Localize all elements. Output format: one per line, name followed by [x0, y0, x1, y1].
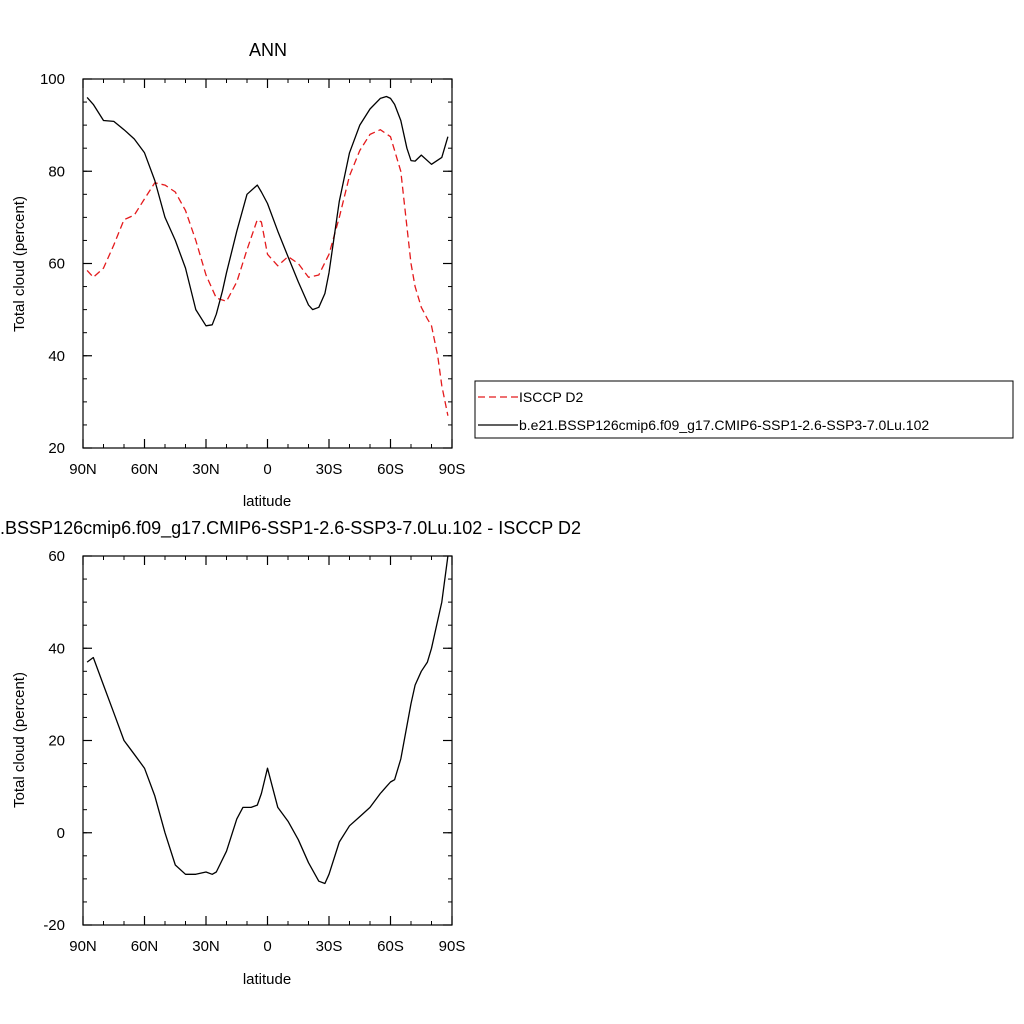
- bottom-series-line-first: [86, 555, 449, 885]
- bottom-plot-frame: [82, 555, 453, 926]
- top-x-tick-label: 90S: [439, 461, 466, 478]
- top-y-axis-label: Total cloud (percent): [11, 196, 28, 332]
- top-y-tick-label: 20: [48, 440, 65, 457]
- top-series-line-first: [86, 129, 449, 416]
- legend-label-model: b.e21.BSSP126cmip6.f09_g17.CMIP6-SSP1-2.…: [519, 417, 929, 433]
- top-y-tick-label: 100: [40, 71, 65, 88]
- bottom-x-axis-label: latitude: [243, 971, 291, 988]
- bottom-y-tick-label: 40: [48, 640, 65, 657]
- bottom-chart-title: b.e21.BSSP126cmip6.f09_g17.CMIP6-SSP1-2.…: [0, 518, 581, 539]
- top-x-tick-label: 30N: [192, 461, 220, 478]
- bottom-series-lines: [86, 555, 449, 885]
- bottom-y-tick-label: -20: [43, 917, 65, 934]
- legend-label-isccp: ISCCP D2: [519, 389, 584, 405]
- bottom-x-tick-label: 60N: [131, 938, 159, 955]
- top-x-axis-label: latitude: [243, 493, 291, 510]
- top-series-lines: [86, 95, 449, 416]
- top-chart-panel: ANN Total cloud (percent) latitude 90N 60…: [11, 40, 465, 510]
- bottom-x-tick-label: 30S: [316, 938, 343, 955]
- bottom-x-tick-label: 90S: [439, 938, 466, 955]
- top-y-tick-label: 60: [48, 256, 65, 273]
- bottom-chart-panel: b.e21.BSSP126cmip6.f09_g17.CMIP6-SSP1-2.…: [0, 518, 581, 988]
- top-x-tick-label: 90N: [69, 461, 97, 478]
- bottom-axis-ticks: 90N 60N 30N 0 30S 60S 90S -20 0 20 40 60: [43, 548, 465, 955]
- top-chart-title: ANN: [249, 40, 287, 60]
- top-x-tick-label: 60N: [131, 461, 159, 478]
- bottom-x-tick-label: 0: [263, 938, 271, 955]
- top-y-tick-label: 80: [48, 163, 65, 180]
- bottom-y-tick-label: 20: [48, 733, 65, 750]
- top-x-tick-label: 0: [263, 461, 271, 478]
- bottom-y-tick-label: 60: [48, 548, 65, 565]
- bottom-x-tick-label: 60S: [377, 938, 404, 955]
- top-x-tick-label: 30S: [316, 461, 343, 478]
- legend-box: [474, 380, 1014, 439]
- top-x-tick-label: 60S: [377, 461, 404, 478]
- bottom-y-axis-label: Total cloud (percent): [11, 672, 28, 808]
- bottom-x-tick-label: 30N: [192, 938, 220, 955]
- top-series-line-second: [86, 95, 449, 327]
- bottom-x-tick-label: 90N: [69, 938, 97, 955]
- top-plot-frame: [82, 78, 453, 449]
- bottom-y-tick-label: 0: [57, 825, 65, 842]
- top-y-tick-label: 40: [48, 348, 65, 365]
- legend: ISCCP D2 b.e21.BSSP126cmip6.f09_g17.CMIP…: [474, 380, 1014, 439]
- top-axis-ticks: 90N 60N 30N 0 30S 60S 90S 20 40 60 80 100: [40, 71, 465, 478]
